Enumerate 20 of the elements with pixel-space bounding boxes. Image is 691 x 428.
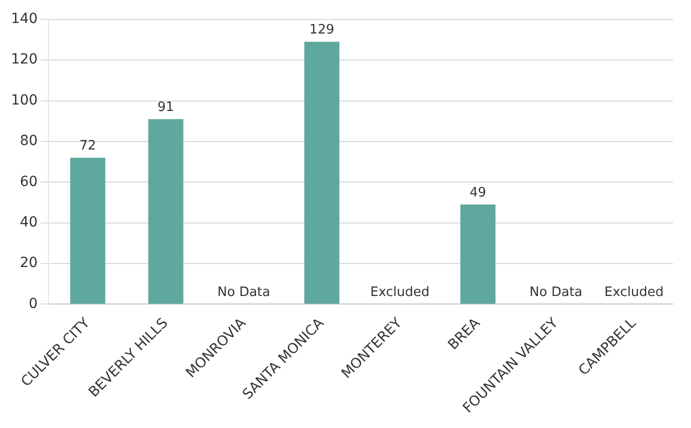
text: No Data (217, 285, 270, 300)
bar (70, 158, 106, 304)
text: Excluded (370, 285, 430, 300)
y-tick-label: 20 (20, 255, 38, 272)
y-tick-label: 80 (20, 133, 38, 150)
text: No Data (530, 285, 582, 300)
data-label: 72 (79, 138, 96, 154)
data-label: 49 (470, 185, 486, 200)
y-tick-label: 120 (10, 52, 38, 68)
data-label: 91 (158, 100, 174, 115)
bar (460, 204, 496, 304)
bar (304, 42, 340, 304)
bar (148, 119, 184, 304)
y-tick-label: 60 (20, 174, 38, 190)
text: Excluded (604, 285, 664, 300)
data-label: 129 (309, 22, 334, 38)
y-tick-label: 0 (28, 296, 38, 312)
y-tick-label: 140 (10, 11, 38, 28)
y-tick-label: 40 (20, 214, 38, 230)
y-tick-label: 100 (10, 92, 38, 108)
